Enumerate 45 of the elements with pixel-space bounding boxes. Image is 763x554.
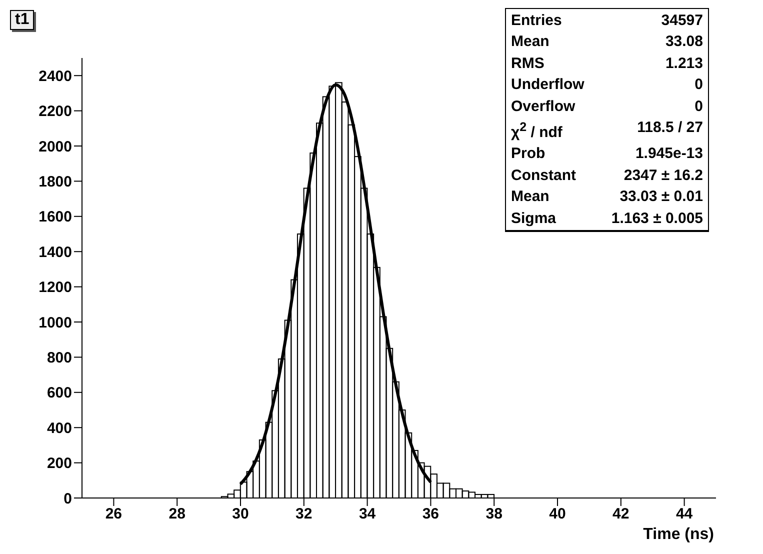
y-tick-label: 400 [46,420,72,437]
x-tick-label: 34 [358,506,376,523]
y-tick-label: 1800 [38,174,72,191]
annotation: 0 [694,96,703,117]
chart-title: t1 [15,11,30,28]
y-tick-label: 1600 [38,208,72,226]
x-tick-label: 28 [168,506,186,523]
x-tick-label: 26 [105,506,122,523]
y-tick-label: 2200 [38,103,72,120]
x-tick-label: 44 [676,506,694,523]
annotation: Prob [511,144,546,164]
x-tick-label: 30 [232,506,249,523]
annotation: 0 [694,75,703,96]
text: Mean [511,33,550,50]
text: Entries [511,12,562,29]
annotation: Mean [511,187,550,208]
x-tick-label: 40 [549,506,566,523]
y-tick-label: 200 [46,455,72,472]
annotation: Constant [511,166,576,186]
annotation: 2347 ± 16.2 [624,166,703,186]
annotation: 118.5 / 27 [637,118,703,138]
y-tick-label: 600 [46,384,72,402]
y-tick-label: 800 [46,350,72,367]
text: 33.08 [665,33,703,50]
y-tick-label: 1200 [38,279,72,296]
text: 34597 [661,12,703,29]
x-tick-label: 36 [422,506,440,523]
annotation: χ$^{2}$ / ndf [511,119,562,144]
y-tick-label: 1000 [38,314,72,332]
x-tick-label: 38 [486,506,502,523]
x-tick-label: 32 [296,506,312,523]
x-tick-label: 42 [612,506,630,523]
annotation: Overflow [511,96,576,117]
annotation: 1.163 ± 0.005 [611,208,703,229]
annotation: Underflow [511,75,584,96]
annotation: 1.945e-13 [635,144,703,164]
y-tick-label: 2000 [38,138,72,156]
annotation: 33.03 ± 0.01 [620,187,703,208]
annotation: Sigma [511,208,556,229]
annotation: RMS [511,54,544,74]
x-axis-title: Time (ns) [643,526,714,543]
y-tick-label: 2400 [38,68,72,85]
annotation: 1.213 [665,54,703,74]
y-tick-label: 1400 [38,244,72,261]
y-tick-label: 0 [64,490,72,508]
